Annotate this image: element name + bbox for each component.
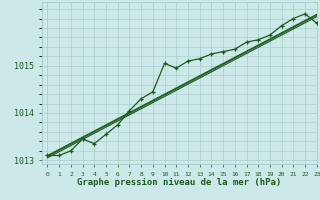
X-axis label: Graphe pression niveau de la mer (hPa): Graphe pression niveau de la mer (hPa) <box>77 178 281 187</box>
